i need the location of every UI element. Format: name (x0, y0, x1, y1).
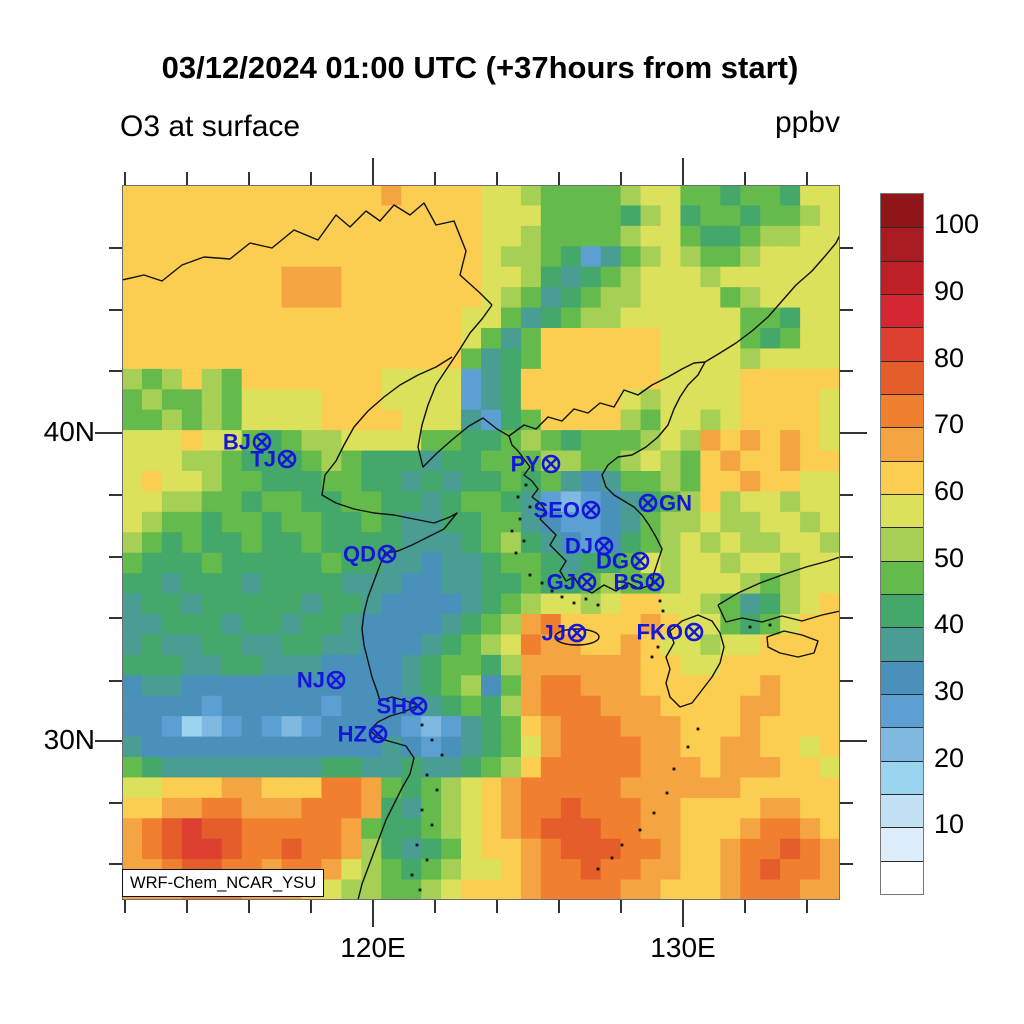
station-label-dg: DG (596, 549, 629, 574)
station-nj: NJ (297, 668, 346, 693)
station-qd: QD (343, 542, 397, 567)
coastlines (122, 202, 840, 900)
colorbar-segment (881, 460, 923, 494)
xtick-label-120e: 120E (340, 932, 406, 963)
colorbar-segment (881, 727, 923, 761)
map-canvas: BJ TJ QD NJ SH HZ PY SEO GN DJ DG GJ BS JJ FKO (122, 185, 840, 900)
colorbar-tick-60: 60 (934, 476, 965, 506)
colorbar-segment (881, 427, 923, 461)
ytick-label-40n: 40N (43, 416, 95, 447)
colorbar-segment (881, 194, 923, 228)
station-label-hz: HZ (338, 722, 367, 747)
colorbar-segment (881, 393, 923, 428)
station-fko: FKO (637, 620, 704, 645)
colorbar-segment (881, 360, 923, 394)
station-label-sh: SH (376, 694, 407, 719)
station-dj: DJ (565, 534, 614, 559)
station-label-jj: JJ (542, 621, 566, 646)
xtick-label-130e: 130E (650, 932, 716, 963)
colorbar-segment (881, 493, 923, 528)
station-label-seo: SEO (534, 498, 580, 523)
station-hz: HZ (338, 722, 388, 747)
colorbar-segment (881, 627, 923, 661)
station-dg: DG (596, 549, 650, 574)
station-label-fko: FKO (637, 620, 683, 645)
colorbar-tick-70: 70 (934, 409, 965, 440)
station-label-dj: DJ (565, 534, 593, 559)
colorbar-segment (881, 793, 923, 828)
colorbar-segment (881, 660, 923, 694)
station-label-qd: QD (343, 542, 376, 567)
station-bs: BS (613, 570, 665, 595)
colorbar-tick-30: 30 (934, 676, 965, 706)
o3-field-cells (122, 185, 840, 900)
colorbar-segment (881, 527, 923, 561)
station-seo: SEO (534, 498, 601, 523)
station-gj: GJ (547, 570, 597, 595)
colorbar (880, 193, 924, 895)
colorbar-segment (881, 293, 923, 328)
colorbar-segment (881, 827, 923, 861)
ytick-label-30n: 30N (43, 724, 95, 755)
units-subtitle: ppbv (774, 106, 840, 139)
colorbar-tick-90: 90 (934, 276, 965, 306)
colorbar-segment (881, 693, 923, 728)
station-label-gn: GN (659, 491, 692, 516)
colorbar-tick-10: 10 (934, 809, 965, 840)
colorbar-tick-50: 50 (934, 542, 965, 573)
colorbar-segment (881, 560, 923, 594)
station-jj: JJ (542, 621, 587, 646)
station-bj: BJ (223, 430, 272, 455)
colorbar-segment (881, 593, 923, 628)
plot-title: 03/12/2024 01:00 UTC (+37hours from star… (161, 50, 799, 85)
variable-subtitle: O3 at surface (120, 110, 301, 143)
colorbar-segment (881, 327, 923, 361)
station-label-gj: GJ (547, 570, 576, 595)
station-gn: GN (638, 491, 692, 516)
colorbar-tick-40: 40 (934, 609, 965, 640)
colorbar-segment (881, 860, 923, 894)
station-py: PY (511, 452, 561, 477)
station-tj: TJ (250, 447, 297, 472)
station-label-bj: BJ (223, 430, 251, 455)
colorbar-segment (881, 260, 923, 294)
colorbar-tick-80: 80 (934, 342, 965, 373)
station-sh: SH (376, 694, 428, 719)
station-label-py: PY (511, 452, 541, 477)
station-label-bs: BS (613, 570, 644, 595)
colorbar-tick-20: 20 (934, 742, 965, 773)
model-label-box: WRF-Chem_NCAR_YSU (122, 869, 325, 897)
colorbar-segment (881, 760, 923, 794)
colorbar-tick-100: 100 (934, 209, 980, 240)
station-label-nj: NJ (297, 668, 325, 693)
colorbar-segment (881, 227, 923, 261)
station-label-tj: TJ (250, 447, 276, 472)
